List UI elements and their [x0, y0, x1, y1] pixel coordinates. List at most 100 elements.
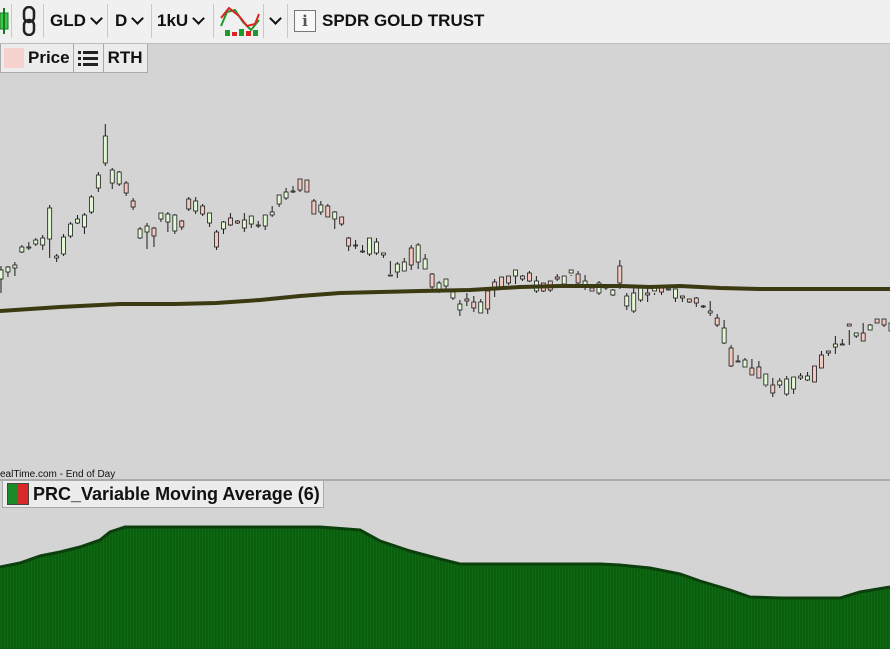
- histogram-bar: [437, 558, 442, 649]
- histogram-bar: [527, 563, 532, 649]
- histogram-bar: [266, 526, 271, 649]
- candle: [95, 172, 101, 192]
- histogram-bar: [536, 563, 541, 649]
- candle: [276, 194, 282, 207]
- indicators-dropdown[interactable]: [264, 4, 288, 38]
- histogram-bar: [785, 597, 790, 649]
- candle: [151, 227, 157, 247]
- indicator-header[interactable]: PRC_Variable Moving Average (6): [2, 480, 324, 508]
- histogram-bar: [524, 563, 529, 649]
- histogram-bar: [803, 597, 808, 649]
- histogram-bar: [26, 559, 31, 649]
- histogram-bar: [263, 526, 268, 649]
- histogram-bar: [497, 563, 502, 649]
- histogram-bar: [80, 545, 85, 649]
- histogram-bar: [422, 554, 427, 649]
- histogram-bar: [602, 563, 607, 649]
- panel-divider[interactable]: [0, 479, 890, 481]
- histogram-bar: [521, 563, 526, 649]
- histogram-bar: [191, 526, 196, 649]
- rth-button[interactable]: RTH: [107, 48, 143, 67]
- candle: [846, 323, 852, 345]
- instrument-name: SPDR GOLD TRUST: [322, 11, 485, 30]
- histogram-bar: [320, 526, 325, 649]
- histogram-bar: [314, 526, 319, 649]
- candle: [123, 181, 129, 196]
- price-panel-button[interactable]: Price: [1, 44, 74, 72]
- info-button[interactable]: i: [290, 4, 320, 38]
- histogram-bar: [308, 526, 313, 649]
- histogram-bar: [161, 526, 166, 649]
- candle: [283, 188, 289, 200]
- histogram-bar: [224, 526, 229, 649]
- histogram-bar: [302, 526, 307, 649]
- candle: [673, 288, 678, 302]
- histogram-bar: [557, 563, 562, 649]
- histogram-bar: [575, 563, 580, 649]
- candle: [318, 201, 324, 215]
- bar-count-dropdown[interactable]: 1kU: [154, 4, 214, 38]
- histogram-bar: [512, 563, 517, 649]
- histogram-bar: [851, 593, 856, 649]
- candle: [513, 269, 518, 284]
- histogram-bar: [452, 562, 457, 649]
- histogram-bar: [74, 547, 79, 649]
- price-label: Price: [28, 48, 70, 67]
- histogram-bar: [572, 563, 577, 649]
- histogram-bar: [599, 563, 604, 649]
- candle: [464, 293, 470, 306]
- histogram-bar: [131, 526, 136, 649]
- histogram-top-edge: [0, 525, 890, 600]
- histogram-bar: [134, 526, 139, 649]
- candle: [457, 300, 463, 316]
- histogram-bar: [854, 592, 859, 649]
- histogram-bar: [389, 544, 394, 649]
- histogram-bar: [53, 552, 58, 649]
- histogram-bar: [374, 538, 379, 649]
- histogram-bar: [845, 595, 850, 649]
- histogram-bar: [68, 549, 73, 649]
- histogram-bar: [143, 526, 148, 649]
- candle: [798, 373, 803, 380]
- candle: [144, 223, 150, 249]
- histogram-bar: [641, 566, 646, 649]
- histogram-bar: [488, 563, 493, 649]
- histogram-bar: [848, 594, 853, 649]
- histogram-bar: [125, 526, 130, 649]
- histogram-bar: [83, 544, 88, 649]
- histogram-bar: [626, 565, 631, 649]
- candle: [568, 269, 574, 276]
- candle: [554, 274, 560, 281]
- histogram-bar: [764, 597, 769, 649]
- candle: [82, 213, 87, 234]
- symbol-dropdown[interactable]: GLD: [46, 4, 108, 38]
- histogram-bar: [434, 557, 439, 649]
- histogram-bar: [548, 563, 553, 649]
- histogram-bar: [542, 563, 547, 649]
- histogram-bar: [773, 597, 778, 649]
- link-button[interactable]: [14, 4, 44, 38]
- histogram-bar: [758, 597, 763, 649]
- histogram-bar: [338, 528, 343, 649]
- interval-dropdown[interactable]: D: [110, 4, 152, 38]
- histogram-bar: [551, 563, 556, 649]
- histogram-bar: [179, 526, 184, 649]
- histogram-bar: [827, 597, 832, 649]
- indicator-chart[interactable]: [0, 508, 890, 649]
- price-color-swatch: [4, 48, 24, 68]
- histogram-bar: [221, 526, 226, 649]
- candle: [429, 273, 435, 289]
- indicators-button[interactable]: [216, 4, 264, 38]
- candle: [193, 197, 199, 214]
- list-button[interactable]: [74, 44, 104, 72]
- candle: [116, 171, 122, 186]
- histogram-bar: [701, 581, 706, 649]
- candle: [679, 295, 685, 302]
- candle: [478, 299, 484, 314]
- price-chart[interactable]: [0, 72, 890, 480]
- histogram-bar: [362, 531, 367, 649]
- histogram-bar: [458, 563, 463, 649]
- list-icon: [78, 51, 99, 66]
- candle: [714, 314, 720, 327]
- chart-style-button[interactable]: [0, 4, 12, 38]
